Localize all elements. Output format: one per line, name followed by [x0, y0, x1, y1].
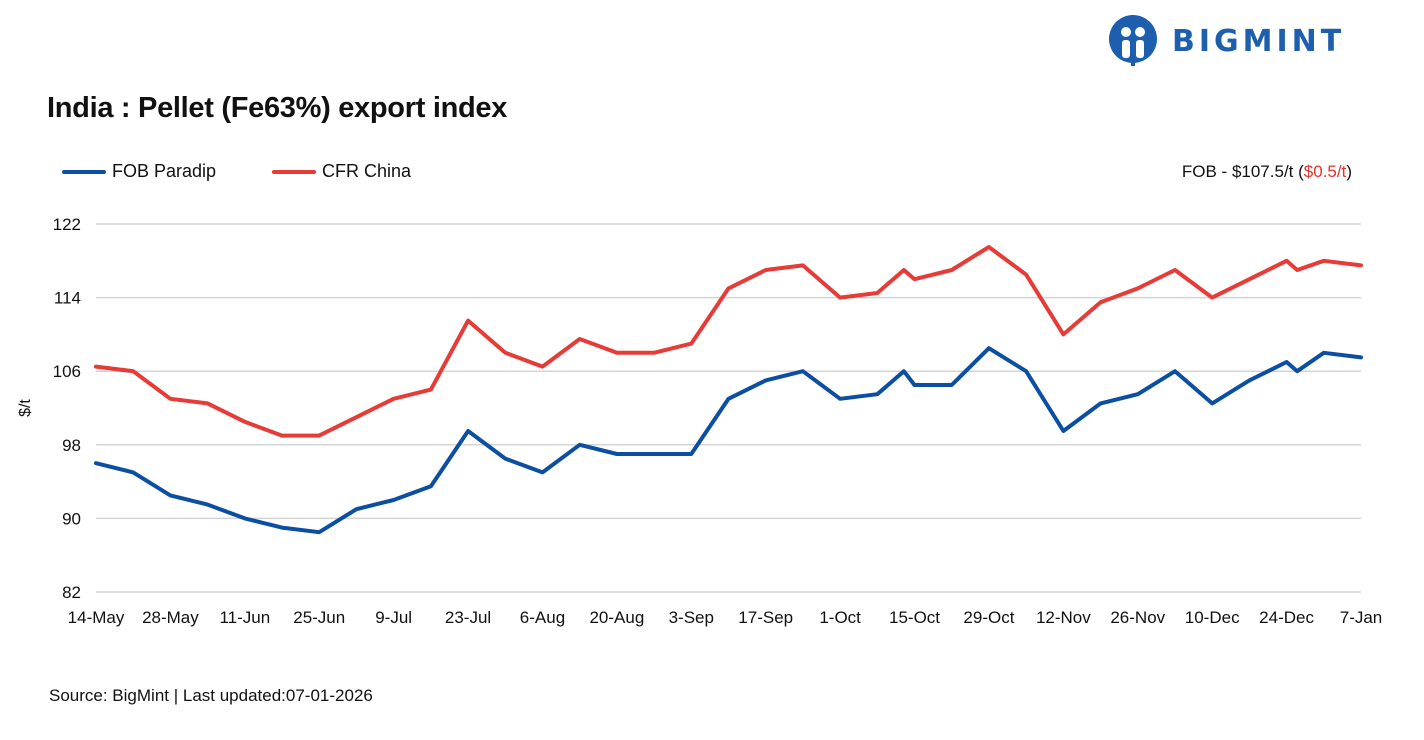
legend-label-fob-paradip: FOB Paradip — [112, 161, 217, 181]
chart-title: India : Pellet (Fe63%) export index — [47, 92, 508, 124]
legend-swatch-fob-paradip — [62, 170, 106, 174]
fob-price-close: ) — [1346, 162, 1352, 181]
x-tick-label: 25-Jun — [293, 608, 345, 627]
series-line-cfr-china — [94, 245, 1363, 438]
y-tick-label: 82 — [62, 583, 81, 602]
x-tick-label: 3-Sep — [669, 608, 714, 627]
series-line-fob-paradip — [94, 346, 1363, 535]
bigmint-logo: BIGMINT — [1108, 14, 1378, 66]
fob-price-note: FOB - $107.5/t ($0.5/t) — [1182, 162, 1352, 182]
x-tick-label: 10-Dec — [1185, 608, 1240, 627]
x-tick-label: 6-Aug — [520, 608, 565, 627]
y-tick-label: 90 — [62, 509, 81, 528]
x-tick-label: 26-Nov — [1110, 608, 1165, 627]
x-tick-label: 17-Sep — [738, 608, 793, 627]
x-tick-label: 28-May — [142, 608, 199, 627]
x-tick-label: 29-Oct — [963, 608, 1014, 627]
series-layer — [94, 245, 1363, 535]
y-tick-label: 98 — [62, 436, 81, 455]
y-tick-label: 122 — [53, 215, 81, 234]
brand-name: BIGMINT — [1172, 24, 1346, 59]
grid-layer — [96, 223, 1361, 593]
x-tick-label: 9-Jul — [375, 608, 412, 627]
x-tick-label: 24-Dec — [1259, 608, 1314, 627]
legend-label-cfr-china: CFR China — [322, 161, 412, 181]
y-tick-label: 106 — [53, 362, 81, 381]
y-axis-label: $/t — [17, 399, 34, 417]
source-note: Source: BigMint | Last updated:07-01-202… — [49, 686, 373, 705]
bigmint-logo-icon — [1109, 15, 1157, 66]
axis-label-layer: 82 90 98 106 114 122 $/t 14-May 28-May 11-Jun 25-J… — [17, 215, 1382, 627]
x-tick-label: 14-May — [68, 608, 125, 627]
x-tick-label: 20-Aug — [589, 608, 644, 627]
x-tick-label: 12-Nov — [1036, 608, 1091, 627]
legend-swatch-cfr-china — [272, 170, 316, 174]
x-tick-label: 11-Jun — [219, 608, 270, 627]
x-tick-label: 23-Jul — [445, 608, 491, 627]
fob-price-change: $0.5/t — [1303, 162, 1347, 181]
fob-price-text: FOB - $107.5/t ( — [1181, 162, 1304, 181]
x-tick-label: 1-Oct — [819, 608, 861, 627]
x-tick-label: 15-Oct — [889, 608, 940, 627]
x-tick-label: 7-Jan — [1340, 608, 1383, 627]
y-tick-label: 114 — [54, 289, 81, 308]
